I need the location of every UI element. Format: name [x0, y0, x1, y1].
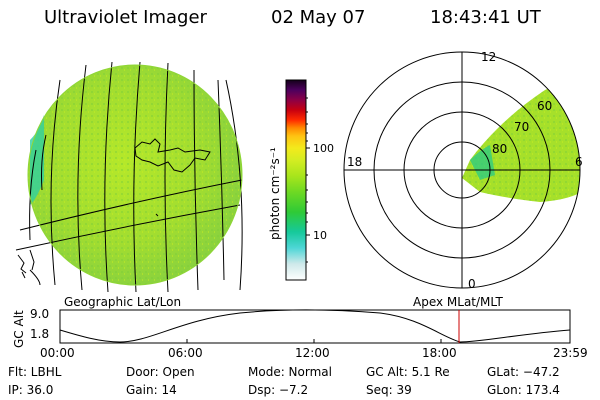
polar-label-left: 18	[347, 155, 362, 169]
instrument-title: Ultraviolet Imager	[44, 7, 207, 28]
coastline	[17, 138, 211, 279]
polar-lat-80: 80	[492, 142, 507, 156]
info-door: Door: Open	[126, 365, 195, 379]
polar-auroral-image	[462, 84, 580, 202]
geographic-grid	[15, 61, 243, 293]
altitude-axis-label: GC Alt	[12, 310, 26, 348]
info-gain: Gain: 14	[126, 383, 177, 397]
earth-disk	[28, 65, 242, 285]
info-glat: GLat: −47.2	[487, 365, 560, 379]
polar-label-bottom: 0	[468, 277, 476, 291]
info-seq: Seq: 39	[366, 383, 412, 397]
polar-label-right: 6	[575, 155, 583, 169]
x-tick-0000: 00:00	[40, 346, 75, 360]
colorbar-tick-100: 100	[313, 142, 334, 155]
info-glon: GLon: 173.4	[487, 383, 560, 397]
altitude-tick-1-8: 1.8	[30, 327, 49, 341]
x-tick-0600: 06:00	[168, 346, 203, 360]
info-filter: Flt: LBHL	[8, 365, 62, 379]
colorbar-unit-label: photon cm⁻²s⁻¹	[268, 147, 282, 240]
apex-label: Apex MLat/MLT	[413, 295, 503, 309]
x-tick-1800: 18:00	[422, 346, 457, 360]
x-tick-1200: 12:00	[295, 346, 330, 360]
polar-label-top: 12	[481, 50, 496, 64]
info-ip: IP: 36.0	[8, 383, 54, 397]
polar-grid	[343, 51, 581, 289]
date-label: 02 May 07	[271, 7, 366, 28]
polar-lat-60: 60	[537, 99, 552, 113]
info-mode: Mode: Normal	[248, 365, 332, 379]
x-tick-2359: 23:59	[553, 346, 588, 360]
info-dsp: Dsp: −7.2	[248, 383, 309, 397]
time-label: 18:43:41 UT	[430, 7, 541, 28]
polar-lat-70: 70	[514, 120, 529, 134]
colorbar-tick-10: 10	[313, 229, 327, 242]
geographic-label: Geographic Lat/Lon	[64, 295, 182, 309]
altitude-tick-9: 9.0	[30, 307, 49, 321]
info-gc-alt: GC Alt: 5.1 Re	[366, 365, 450, 379]
